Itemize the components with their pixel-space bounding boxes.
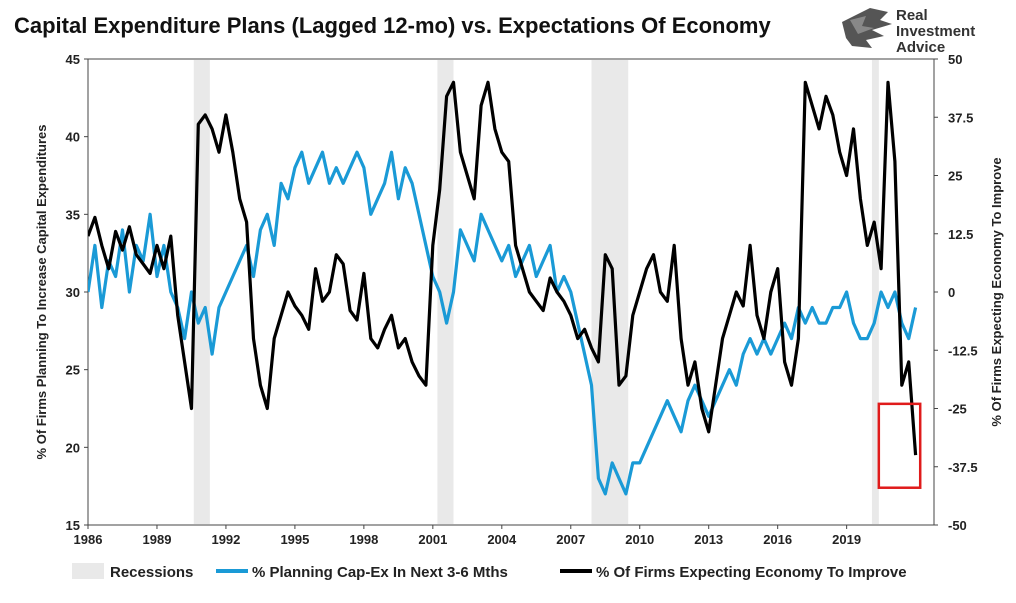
x-tick-label-4: 1998: [349, 532, 378, 547]
y-right-tick-label-2: -25: [948, 402, 967, 417]
y-left-tick-label-5: 40: [66, 130, 80, 145]
x-tick-label-10: 2016: [763, 532, 792, 547]
y-axis-right-ticks: -50 -37.5 -25 -12.5 0 12.5 25 37.5 50: [934, 52, 978, 533]
legend: Recessions % Planning Cap-Ex In Next 3-6…: [72, 563, 907, 581]
x-tick-label-7: 2007: [556, 532, 585, 547]
y-right-tick-label-4: 0: [948, 285, 955, 300]
y-left-tick-label-6: 45: [66, 52, 80, 67]
recession-band-0: [193, 60, 210, 524]
highlight-box: [877, 402, 922, 489]
y-right-tick-label-7: 37.5: [948, 110, 973, 125]
legend-swatch-recessions: [72, 563, 104, 579]
y-axis-right-label: % Of Firms Expecting Economy To Improve: [989, 157, 1004, 426]
logo-line-2: Investment: [896, 23, 975, 40]
x-tick-label-3: 1995: [280, 532, 309, 547]
y-right-tick-label-1: -37.5: [948, 460, 978, 475]
x-tick-label-0: 1986: [74, 532, 103, 547]
logo-line-1: Real: [896, 7, 928, 24]
y-left-tick-label-2: 25: [66, 363, 80, 378]
y-left-tick-label-4: 35: [66, 207, 80, 222]
series-lines: [88, 80, 918, 496]
y-right-tick-label-8: 50: [948, 52, 962, 67]
x-tick-label-2: 1992: [211, 532, 240, 547]
x-tick-label-9: 2013: [694, 532, 723, 547]
x-axis-ticks: 1986 1989 1992 1995 1998 2001 2004 2007 2010 2013…: [74, 525, 861, 547]
y-left-tick-label-0: 15: [66, 518, 80, 533]
y-right-tick-label-6: 25: [948, 169, 962, 184]
y-left-tick-label-3: 30: [66, 285, 80, 300]
logo: Real Investment Advice: [842, 7, 975, 56]
x-tick-label-5: 2001: [418, 532, 447, 547]
x-tick-label-6: 2004: [487, 532, 517, 547]
legend-label-recessions: Recessions: [110, 564, 193, 581]
y-right-tick-label-0: -50: [948, 518, 967, 533]
logo-line-3: Advice: [896, 39, 945, 56]
series-line-economy: [88, 80, 918, 456]
recession-band-3: [871, 60, 879, 524]
chart-title: Capital Expenditure Plans (Lagged 12-mo)…: [14, 13, 771, 38]
y-left-tick-label-1: 20: [66, 440, 80, 455]
legend-label-economy: % Of Firms Expecting Economy To Improve: [596, 564, 907, 581]
plot-area: [87, 58, 935, 526]
x-tick-label-8: 2010: [625, 532, 654, 547]
x-tick-label-11: 2019: [832, 532, 861, 547]
y-right-tick-label-5: 12.5: [948, 227, 973, 242]
highlight-box-layer: [877, 402, 922, 489]
series-line-capex: [88, 150, 918, 496]
legend-label-capex: % Planning Cap-Ex In Next 3-6 Mths: [252, 564, 508, 581]
x-tick-label-1: 1989: [143, 532, 172, 547]
y-axis-left-ticks: 15 20 25 30 35 40 45: [66, 52, 88, 533]
eagle-logo-icon: [842, 8, 892, 48]
y-right-tick-label-3: -12.5: [948, 343, 978, 358]
y-axis-left-label: % Of Firms Planning To Increase Capital …: [34, 125, 49, 460]
